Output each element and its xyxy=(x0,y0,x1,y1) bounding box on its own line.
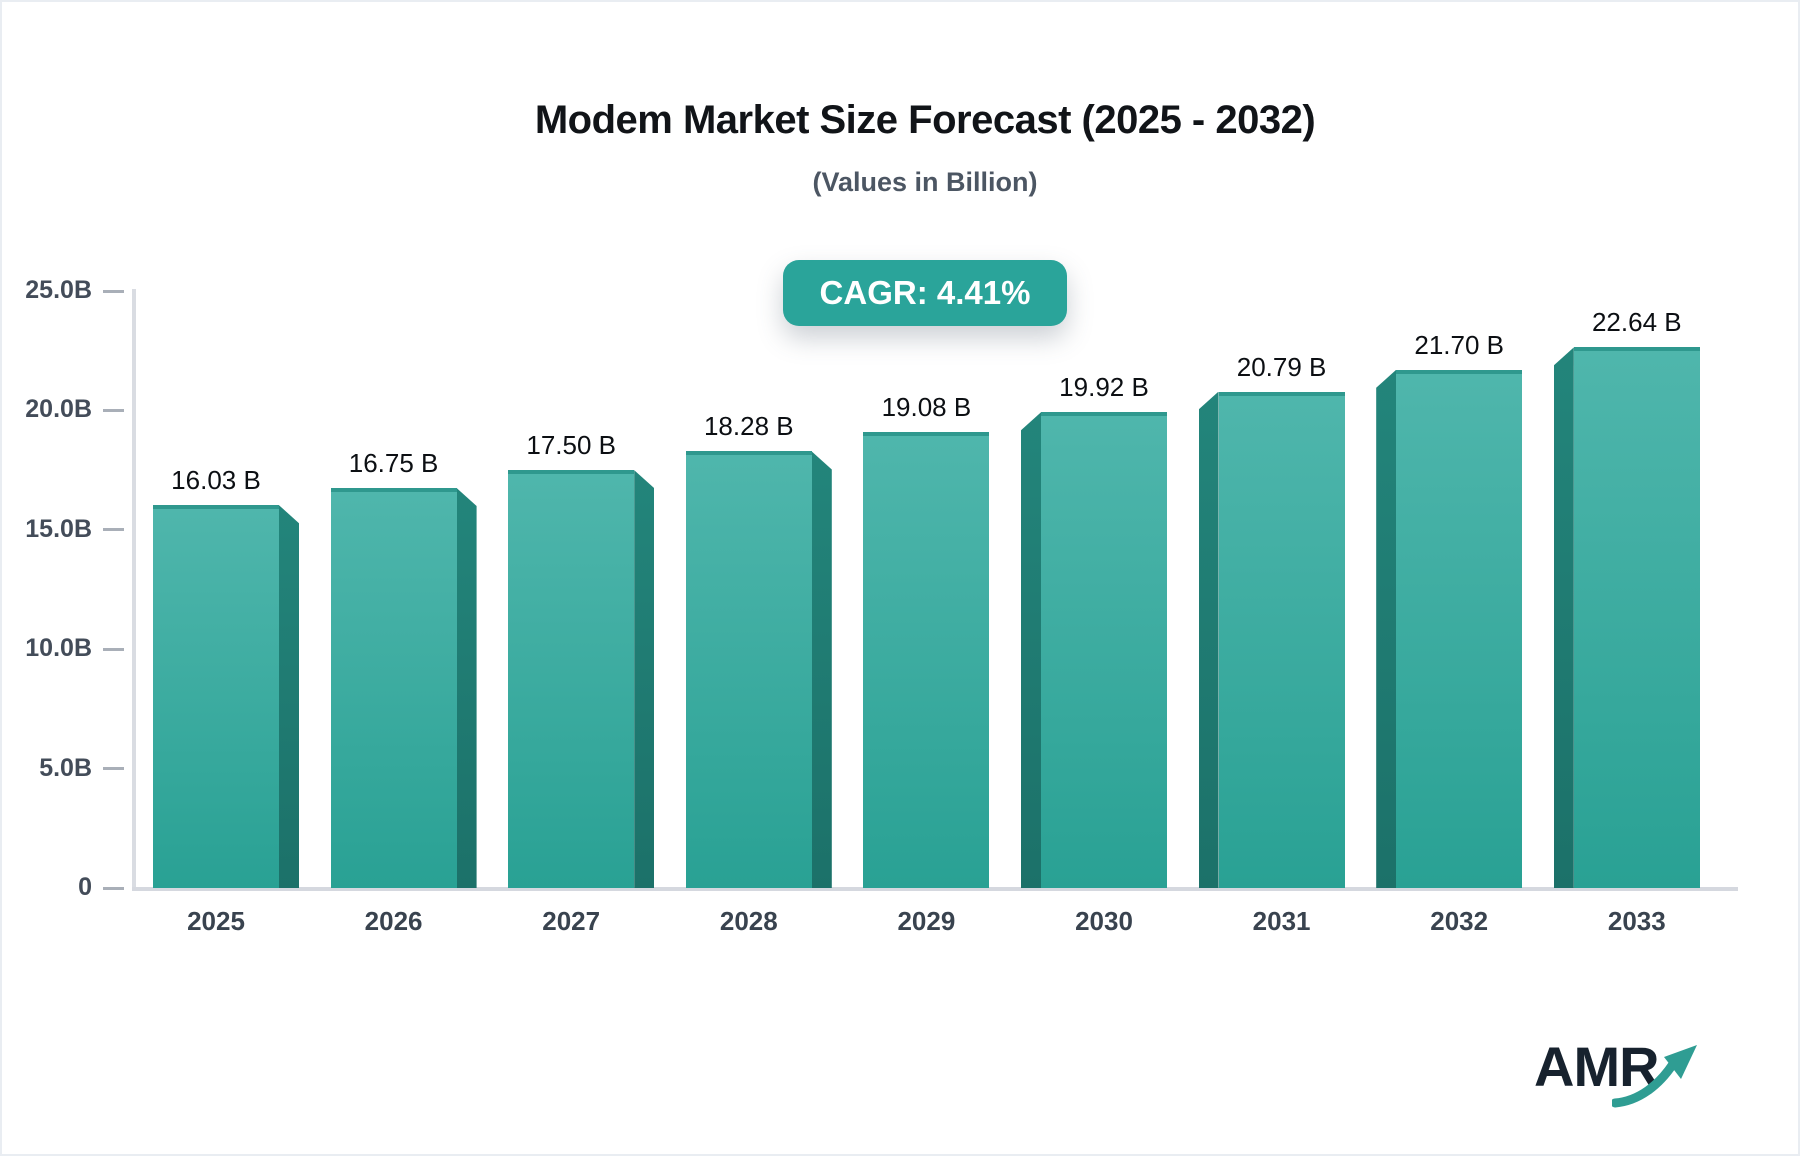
x-axis-label: 2026 xyxy=(364,906,423,936)
bar-side-face xyxy=(1198,391,1219,888)
x-axis-label: 2028 xyxy=(719,906,778,936)
bar-side-face xyxy=(634,470,655,888)
bar-side-face xyxy=(279,505,299,888)
bar-value-label: 19.08 B xyxy=(881,392,972,423)
bar-2028 xyxy=(685,451,812,888)
y-tick-label: 10.0B xyxy=(25,634,92,663)
x-axis-label: 2025 xyxy=(187,906,245,936)
y-tick-label: 20.0B xyxy=(25,395,92,424)
bar-value-label: 17.50 B xyxy=(526,430,616,461)
bar-value-label: 16.03 B xyxy=(171,465,261,496)
bar-side-face xyxy=(811,451,832,888)
x-axis-label: 2031 xyxy=(1252,906,1311,936)
bar-2026 xyxy=(330,488,457,888)
x-axis-label: 2030 xyxy=(1075,906,1133,936)
y-tick-mark xyxy=(103,408,124,412)
growth-arrow-icon xyxy=(1612,1045,1697,1108)
cagr-badge-row: CAGR: 4.41% xyxy=(325,260,1525,326)
bar-side-face xyxy=(456,488,477,888)
x-axis-label: 2032 xyxy=(1430,906,1489,936)
bar-2025 xyxy=(153,505,279,888)
y-tick-label: 5.0B xyxy=(39,753,92,782)
bar-value-label: 20.79 B xyxy=(1236,351,1327,382)
bar-2027 xyxy=(508,470,635,888)
y-tick-mark xyxy=(103,289,124,293)
y-axis-line xyxy=(132,289,136,891)
bar-2029 xyxy=(863,432,990,888)
y-tick-mark xyxy=(103,767,124,771)
x-axis-label: 2027 xyxy=(542,906,601,936)
bar-side-face xyxy=(1021,412,1041,888)
bar-value-label: 19.92 B xyxy=(1059,372,1149,403)
bar-value-label: 18.28 B xyxy=(703,411,794,442)
y-tick-label: 25.0B xyxy=(25,276,92,304)
bar-2030 xyxy=(1041,412,1167,888)
chart-title: Modem Market Size Forecast (2025 - 2032) xyxy=(534,98,1316,142)
cagr-badge: CAGR: 4.41% xyxy=(782,260,1068,326)
y-tick-mark xyxy=(103,528,124,532)
y-tick-label: 0 xyxy=(78,873,92,901)
amr-logo-text: AMR xyxy=(1534,1035,1660,1098)
bar-2032 xyxy=(1396,369,1523,888)
bar-value-label: 22.64 B xyxy=(1591,307,1682,338)
x-axis-label: 2033 xyxy=(1607,906,1666,936)
bar-value-label: 16.75 B xyxy=(348,448,439,478)
chart-subtitle: (Values in Billion) xyxy=(812,167,1038,197)
x-axis-label: 2029 xyxy=(897,906,956,936)
y-tick-mark xyxy=(103,647,124,651)
amr-logo: AMR xyxy=(1534,1034,1734,1124)
bar-side-face xyxy=(1376,369,1397,888)
x-axis-line xyxy=(132,887,1738,891)
bar-2033 xyxy=(1573,347,1700,888)
y-tick-mark xyxy=(103,886,124,890)
y-tick-label: 15.0B xyxy=(25,514,92,543)
bar-value-label: 21.70 B xyxy=(1414,329,1504,360)
bar-side-face xyxy=(1553,347,1574,888)
bar-2031 xyxy=(1218,391,1345,888)
